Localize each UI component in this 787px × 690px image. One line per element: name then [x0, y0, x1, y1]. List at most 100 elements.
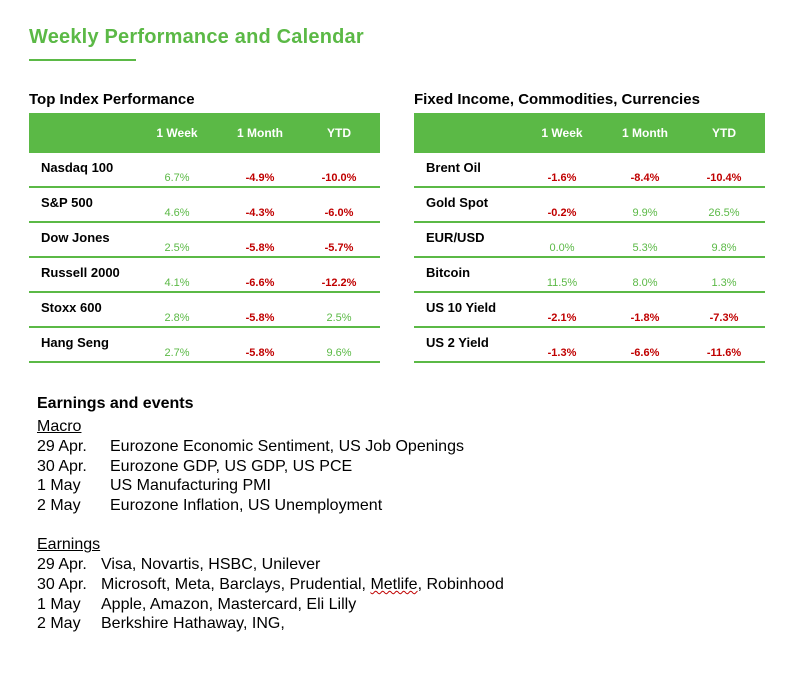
list-item: 1 May US Manufacturing PMI: [37, 476, 504, 496]
table-row: Gold Spot -0.2% 9.9% 26.5%: [414, 188, 765, 223]
month-value: 9.9%: [632, 207, 658, 219]
row-label: Stoxx 600: [41, 300, 102, 315]
col-ytd: YTD: [327, 126, 351, 140]
event-date: 29 Apr.: [37, 556, 87, 574]
month-value: 5.3%: [632, 242, 658, 254]
row-label: Russell 2000: [41, 265, 120, 280]
month-value: -4.3%: [245, 207, 275, 219]
event-text: US Manufacturing PMI: [110, 477, 271, 495]
fixed-table-header: 1 Week 1 Month YTD: [414, 113, 765, 153]
list-item: 30 Apr. Eurozone GDP, US GDP, US PCE: [37, 457, 504, 477]
month-value: -5.8%: [245, 242, 275, 254]
col-1-week: 1 Week: [541, 126, 583, 140]
table-row: US 2 Yield -1.3% -6.6% -11.6%: [414, 328, 765, 363]
event-date: 30 Apr.: [37, 457, 87, 475]
ytd-value: 9.6%: [326, 347, 352, 359]
month-value: -5.8%: [245, 347, 275, 359]
week-value: 6.7%: [164, 172, 190, 184]
week-value: -0.2%: [547, 207, 577, 219]
earnings-list: 29 Apr. Visa, Novartis, HSBC, Unilever 30…: [37, 555, 504, 633]
month-value: -6.6%: [245, 277, 275, 289]
ytd-value: -6.0%: [324, 207, 354, 219]
col-1-month: 1 Month: [622, 126, 668, 140]
ytd-value: -10.0%: [321, 172, 357, 184]
table-row: EUR/USD 0.0% 5.3% 9.8%: [414, 223, 765, 258]
macro-label: Macro: [37, 418, 82, 435]
event-date: 2 May: [37, 496, 81, 514]
row-label: Hang Seng: [41, 335, 109, 350]
table-row: Nasdaq 100 6.7% -4.9% -10.0%: [29, 153, 380, 188]
week-value: 2.7%: [164, 347, 190, 359]
row-label: Bitcoin: [426, 265, 471, 280]
ytd-value: 9.8%: [711, 242, 737, 254]
week-value: 4.1%: [164, 277, 190, 289]
spacer: [37, 515, 504, 535]
ytd-value: -7.3%: [709, 312, 739, 324]
table-row: S&P 500 4.6% -4.3% -6.0%: [29, 188, 380, 223]
month-value: -8.4%: [630, 172, 660, 184]
week-value: -1.3%: [547, 347, 577, 359]
row-label: Dow Jones: [41, 230, 110, 245]
table-row: Bitcoin 11.5% 8.0% 1.3%: [414, 258, 765, 293]
event-text: Berkshire Hathaway, ING,: [101, 615, 285, 633]
row-label: US 2 Yield: [426, 335, 489, 350]
ytd-value: 26.5%: [708, 207, 740, 219]
page-title: Weekly Performance and Calendar: [29, 26, 364, 48]
list-item: 2 May Eurozone Inflation, US Unemployment: [37, 496, 504, 516]
index-table-title: Top Index Performance: [29, 91, 195, 108]
list-item: 1 May Apple, Amazon, Mastercard, Eli Lill…: [37, 595, 504, 615]
fixed-table-body: Brent Oil -1.6% -8.4% -10.4% Gold Spot -0.2% 9…: [414, 153, 765, 363]
month-value: 8.0%: [632, 277, 658, 289]
row-label: Gold Spot: [426, 195, 489, 210]
events-title: Earnings and events: [37, 395, 194, 412]
event-text: Apple, Amazon, Mastercard, Eli Lilly: [101, 595, 357, 613]
ytd-value: -5.7%: [324, 242, 354, 254]
event-date: 2 May: [37, 615, 81, 633]
ytd-value: -10.4%: [706, 172, 742, 184]
title-underline: [29, 59, 136, 61]
week-value: 2.8%: [164, 312, 190, 324]
table-row: Hang Seng 2.7% -5.8% 9.6%: [29, 328, 380, 363]
list-item: 29 Apr. Visa, Novartis, HSBC, Unilever: [37, 555, 504, 575]
week-value: 2.5%: [164, 242, 190, 254]
table-row: Brent Oil -1.6% -8.4% -10.4%: [414, 153, 765, 188]
list-item: 29 Apr. Eurozone Economic Sentiment, US J…: [37, 437, 504, 457]
earnings-events-section: Earnings and events Macro 29 Apr. Eurozon…: [37, 393, 504, 634]
table-row: Russell 2000 4.1% -6.6% -12.2%: [29, 258, 380, 293]
table-row: Dow Jones 2.5% -5.8% -5.7%: [29, 223, 380, 258]
event-text: Eurozone GDP, US GDP, US PCE: [110, 457, 353, 475]
event-date: 29 Apr.: [37, 438, 87, 455]
month-value: -1.8%: [630, 312, 660, 324]
ytd-value: 1.3%: [711, 277, 737, 289]
list-item: 2 May Berkshire Hathaway, ING,: [37, 614, 504, 634]
event-text: Eurozone Inflation, US Unemployment: [110, 496, 383, 514]
month-value: -6.6%: [630, 347, 660, 359]
list-item: 30 Apr. Microsoft, Meta, Barclays, Pruden…: [37, 575, 504, 595]
ytd-value: 2.5%: [326, 312, 352, 324]
week-value: 0.0%: [549, 242, 575, 254]
ytd-value: -11.6%: [706, 347, 742, 359]
row-label: Brent Oil: [426, 160, 481, 175]
earnings-label: Earnings: [37, 536, 101, 554]
week-value: -1.6%: [547, 172, 577, 184]
col-1-month: 1 Month: [237, 126, 283, 140]
table-row: US 10 Yield -2.1% -1.8% -7.3%: [414, 293, 765, 328]
event-text: Visa, Novartis, HSBC, Unilever: [101, 556, 321, 574]
event-text: Eurozone Economic Sentiment, US Job Open…: [110, 438, 464, 455]
index-table-header: 1 Week 1 Month YTD: [29, 113, 380, 153]
table-row: Stoxx 600 2.8% -5.8% 2.5%: [29, 293, 380, 328]
event-date: 30 Apr.: [37, 575, 87, 593]
col-ytd: YTD: [712, 126, 736, 140]
fixed-table-title: Fixed Income, Commodities, Currencies: [414, 91, 700, 108]
month-value: -5.8%: [245, 312, 275, 324]
month-value: -4.9%: [245, 172, 275, 184]
spellcheck-flagged-word[interactable]: Metlife: [370, 575, 418, 593]
event-text-post: , Robinhood: [417, 575, 504, 593]
week-value: 4.6%: [164, 207, 190, 219]
index-performance-table: Top Index Performance 1 Week 1 Month YTD…: [29, 89, 380, 363]
event-text-pre: Microsoft, Meta, Barclays, Prudential,: [101, 575, 371, 593]
ytd-value: -12.2%: [321, 277, 357, 289]
event-date: 1 May: [37, 477, 81, 495]
row-label: S&P 500: [41, 195, 93, 210]
index-table-body: Nasdaq 100 6.7% -4.9% -10.0% S&P 500 4.6% -4.3…: [29, 153, 380, 363]
